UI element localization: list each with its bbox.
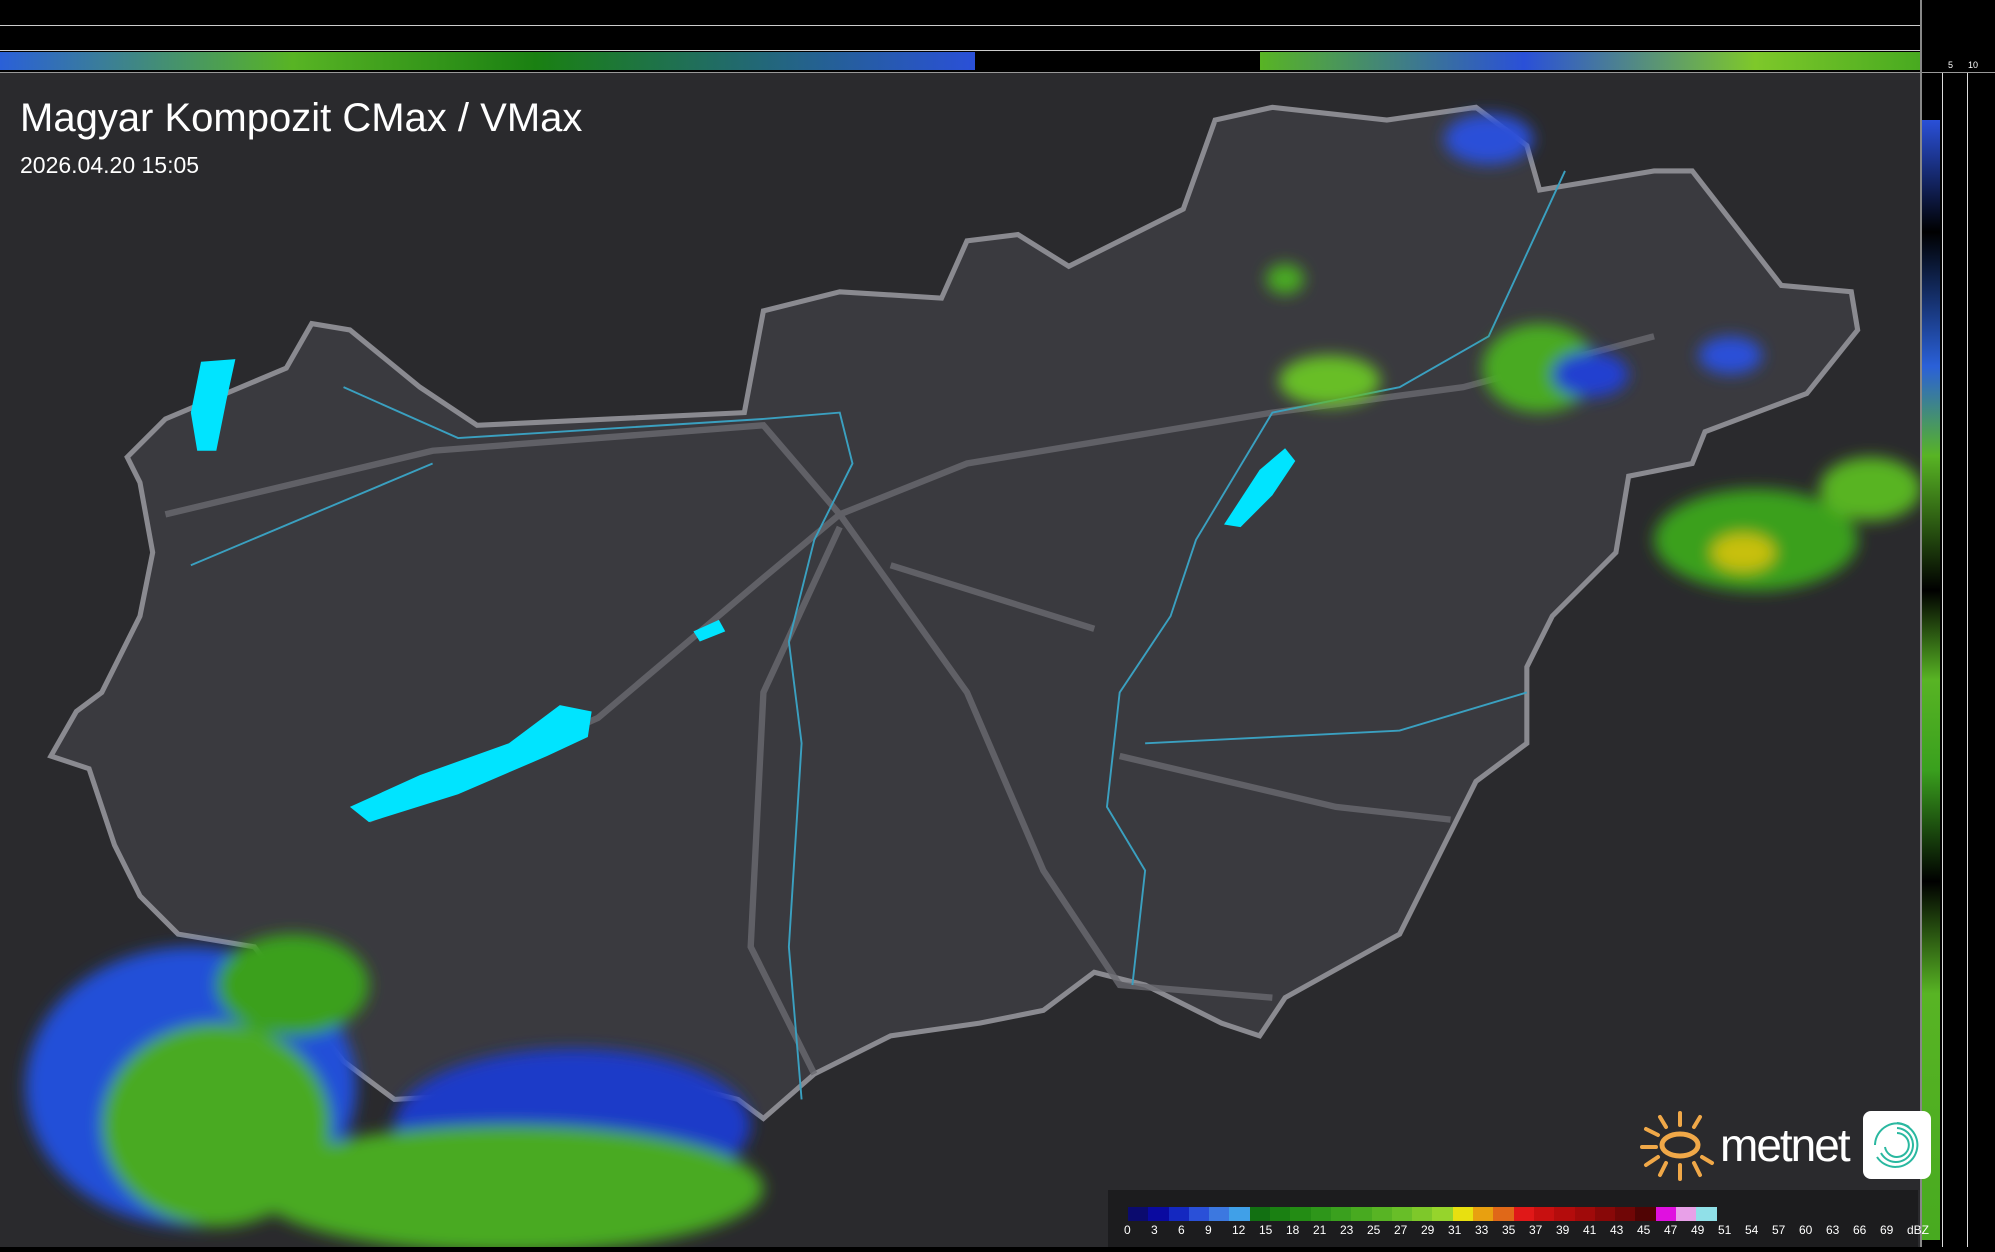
legend-label: 37 [1529,1223,1543,1237]
profile-echo [1922,120,1940,1240]
scale-line [1922,72,1995,73]
legend-label: 47 [1664,1223,1678,1237]
legend-label: 33 [1475,1223,1489,1237]
legend-labels: 0 3 6 9 12 15 18 21 23 25 27 29 31 33 35 37 39 41 43 45 47 49… [1124,1223,1934,1237]
legend-label: 60 [1799,1223,1813,1237]
metnet-logo: metnet [1638,1105,1931,1185]
legend-swatch [1188,1207,1210,1221]
legend-swatch [1330,1207,1352,1221]
legend-unit: dBZ [1907,1223,1930,1237]
legend-swatch [1493,1207,1514,1221]
legend-swatch [1594,1207,1616,1221]
legend-swatch [1128,1207,1149,1221]
legend-swatch [1412,1207,1433,1221]
legend-swatch [1696,1207,1717,1221]
dbz-legend: 0 3 6 9 12 15 18 21 23 25 27 29 31 33 35 37 39 41 43 45 47 49… [1108,1190,1929,1247]
profile-echo [1260,52,1920,70]
map-title: Magyar Kompozit CMax / VMax [20,96,583,140]
scale-label: 5 [1948,60,1954,70]
legend-label: 41 [1583,1223,1597,1237]
scale-label: 10 [1968,60,1979,70]
legend-label: 54 [1745,1223,1759,1237]
legend-label: 12 [1232,1223,1246,1237]
legend-label: 25 [1367,1223,1381,1237]
legend-label: 49 [1691,1223,1705,1237]
scale-line [0,25,1920,26]
scale-line [1967,72,1968,1247]
top-profile-strip [0,0,1920,73]
legend-label: 29 [1421,1223,1435,1237]
legend-swatch [1229,1207,1250,1221]
legend-label: 27 [1394,1223,1408,1237]
sun-icon [1640,1111,1714,1181]
radar-echoes [25,113,1922,1252]
legend-swatch [1676,1207,1697,1221]
scale-line [0,50,1920,51]
legend-swatch [1432,1207,1453,1221]
legend-label: 15 [1259,1223,1273,1237]
right-profile-strip: 5 10 [1920,0,1995,1247]
legend-swatch [1513,1207,1534,1221]
legend-swatch [1473,1207,1494,1221]
legend-label: 6 [1178,1223,1185,1237]
legend-swatch [1351,1207,1372,1221]
lake-neusiedl [190,359,236,451]
legend-label: 3 [1151,1223,1158,1237]
legend-label: 21 [1313,1223,1327,1237]
logo-text: metnet [1720,1119,1851,1171]
legend-label: 51 [1718,1223,1732,1237]
legend-swatch [1148,1207,1169,1221]
legend-label: 63 [1826,1223,1840,1237]
legend-label: 43 [1610,1223,1624,1237]
legend-label: 39 [1556,1223,1570,1237]
legend-swatch [1371,1207,1392,1221]
legend-swatch [1554,1207,1575,1221]
roads [164,333,1655,1076]
legend-label: 45 [1637,1223,1651,1237]
legend-label: 23 [1340,1223,1354,1237]
legend-swatch [1209,1207,1230,1221]
legend-swatch [1290,1207,1311,1221]
profile-echo [0,52,975,70]
legend-label: 69 [1880,1223,1894,1237]
legend-label: 9 [1205,1223,1212,1237]
legend-swatch [1615,1207,1636,1221]
scale-line [0,72,1920,73]
radar-map[interactable] [0,73,1922,1252]
legend-swatch [1249,1207,1271,1221]
legend-swatch [1635,1207,1656,1221]
legend-label: 31 [1448,1223,1462,1237]
lakes [190,359,1296,823]
legend-swatch [1391,1207,1413,1221]
legend-label: 35 [1502,1223,1516,1237]
scale-line [1942,72,1943,1247]
lake-balaton [349,705,592,823]
lake-tisza [1224,448,1296,528]
legend-swatch [1533,1207,1555,1221]
legend-swatch [1270,1207,1291,1221]
legend-label: 18 [1286,1223,1300,1237]
legend-swatch [1655,1207,1677,1221]
legend-swatch [1310,1207,1331,1221]
lake-velence [693,619,726,642]
map-canvas [0,73,1922,1252]
legend-swatch [1452,1207,1474,1221]
legend-color-bar [1128,1207,1717,1221]
rivers [190,170,1566,1100]
legend-swatch [1574,1207,1595,1221]
legend-swatch [1168,1207,1189,1221]
radar-swirl-icon [1862,1111,1931,1179]
timestamp: 2026.04.20 15:05 [20,152,200,178]
legend-label: 66 [1853,1223,1867,1237]
legend-label: 0 [1124,1223,1131,1237]
legend-label: 57 [1772,1223,1786,1237]
